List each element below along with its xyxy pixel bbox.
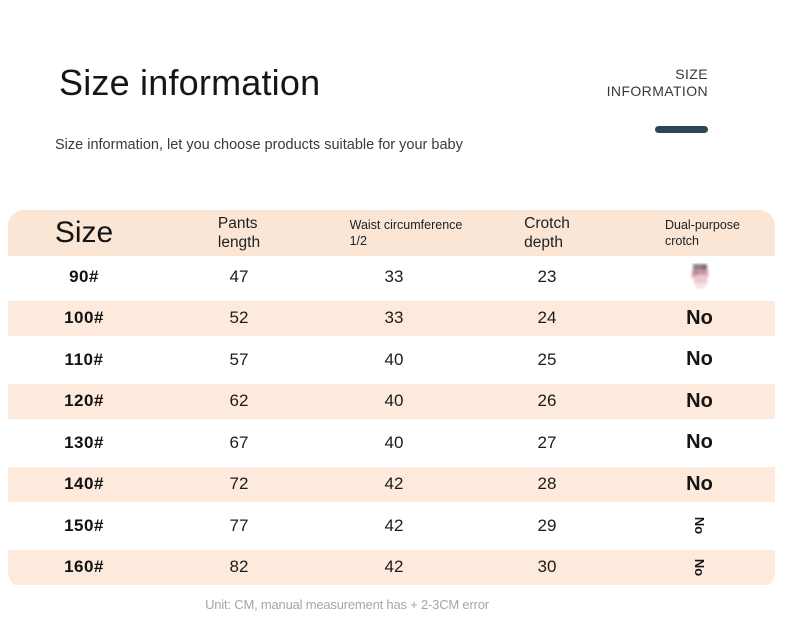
dual-purpose-cell	[624, 256, 775, 298]
column-header-crotch_depth: Crotch depth	[470, 210, 624, 256]
pants-length-value-cell: 72	[229, 474, 249, 494]
column-header-dual_purpose: Dual-purpose crotch	[624, 210, 775, 256]
pants-length-value-cell: 52	[229, 308, 249, 328]
crotch-depth-value-cell: 30	[537, 557, 557, 577]
size-label-cell: 120#	[64, 391, 104, 411]
corner-watermark-line1: SIZE	[675, 66, 708, 82]
size-label-cell: 140#	[64, 474, 104, 494]
corner-watermark: SIZE INFORMATION	[607, 66, 708, 100]
size-table: Size Pants length Waist circumference 1/2 Cro…	[8, 210, 775, 588]
column-header-size: Size	[8, 210, 160, 256]
crotch-depth-value-cell: 23	[537, 266, 557, 286]
size-label-cell: 130#	[64, 432, 104, 452]
dual-purpose-cell: No	[624, 339, 775, 381]
pants-length-value-cell: 67	[229, 432, 249, 452]
dual-purpose-no-label-vertical: No	[692, 517, 707, 535]
pants-length-value-cell: 47	[229, 266, 249, 286]
table-row-110: 110# 57 40 25 No	[8, 339, 775, 381]
table-row-120: 120# 62 40 26 No	[8, 380, 775, 422]
crotch-depth-value-cell: 28	[537, 474, 557, 494]
column-header-label: Crotch depth	[524, 215, 570, 251]
column-header-pants_length: Pants length	[160, 210, 318, 256]
column-header-waist: Waist circumference 1/2	[318, 210, 470, 256]
dual-purpose-cell: No	[624, 422, 775, 464]
dual-purpose-cell: No	[624, 550, 775, 586]
corner-watermark-line2: INFORMATION	[606, 83, 708, 99]
table-row-90: 90# 47 33 23	[8, 256, 775, 298]
dual-purpose-no-label: No	[686, 431, 713, 454]
pants-length-value-cell: 77	[229, 515, 249, 535]
crotch-depth-value-cell: 29	[537, 515, 557, 535]
size-label-cell: 90#	[69, 266, 99, 286]
dual-purpose-no-label: No	[686, 348, 713, 371]
column-header-label: Waist circumference 1/2	[349, 218, 463, 248]
dual-purpose-no-label: No	[686, 472, 713, 495]
dual-purpose-cell: No	[624, 384, 775, 420]
page-subtitle: Size information, let you choose product…	[55, 137, 463, 153]
pants-length-value-cell: 62	[229, 391, 249, 411]
size-label-cell: 160#	[64, 557, 104, 577]
size-label-cell: 150#	[64, 515, 104, 535]
pants-length-value-cell: 57	[229, 349, 249, 369]
waist-value-cell: 33	[384, 266, 404, 286]
size-table-body: 90# 47 33 23 100# 52 33 24 No 110# 57 40 25 No 120# 62…	[8, 256, 775, 588]
crotch-depth-value-cell: 26	[537, 391, 557, 411]
footer-note: Unit: CM, manual measurement has + 2-3CM…	[205, 597, 489, 612]
dual-purpose-cell: No	[624, 301, 775, 337]
pants-length-value-cell: 82	[229, 557, 249, 577]
dual-purpose-no-label-vertical: No	[692, 558, 707, 576]
waist-value-cell: 33	[384, 308, 404, 328]
waist-value-cell: 42	[384, 515, 404, 535]
size-table-header-row: Size Pants length Waist circumference 1/2 Cro…	[8, 210, 775, 256]
page-title: Size information	[59, 62, 321, 103]
waist-value-cell: 42	[384, 557, 404, 577]
column-header-label: Pants length	[217, 215, 261, 251]
dual-purpose-cell: No	[624, 467, 775, 503]
table-row-150: 150# 77 42 29 No	[8, 505, 775, 547]
size-label-cell: 110#	[64, 349, 104, 369]
corner-accent-bar	[655, 126, 708, 133]
crotch-depth-value-cell: 25	[537, 349, 557, 369]
mini-photo-icon	[691, 264, 708, 290]
crotch-depth-value-cell: 27	[537, 432, 557, 452]
dual-purpose-no-label: No	[686, 306, 713, 329]
dual-purpose-cell: No	[624, 505, 775, 547]
dual-purpose-no-label: No	[686, 389, 713, 412]
crotch-depth-value-cell: 24	[537, 308, 557, 328]
table-row-130: 130# 67 40 27 No	[8, 422, 775, 464]
waist-value-cell: 40	[384, 391, 404, 411]
column-header-label: Dual-purpose crotch	[664, 218, 741, 248]
table-row-140: 140# 72 42 28 No	[8, 463, 775, 505]
waist-value-cell: 40	[384, 349, 404, 369]
table-row-100: 100# 52 33 24 No	[8, 297, 775, 339]
waist-value-cell: 40	[384, 432, 404, 452]
column-header-label: Size	[54, 216, 114, 249]
size-label-cell: 100#	[64, 308, 104, 328]
waist-value-cell: 42	[384, 474, 404, 494]
table-row-160: 160# 82 42 30 No	[8, 546, 775, 588]
